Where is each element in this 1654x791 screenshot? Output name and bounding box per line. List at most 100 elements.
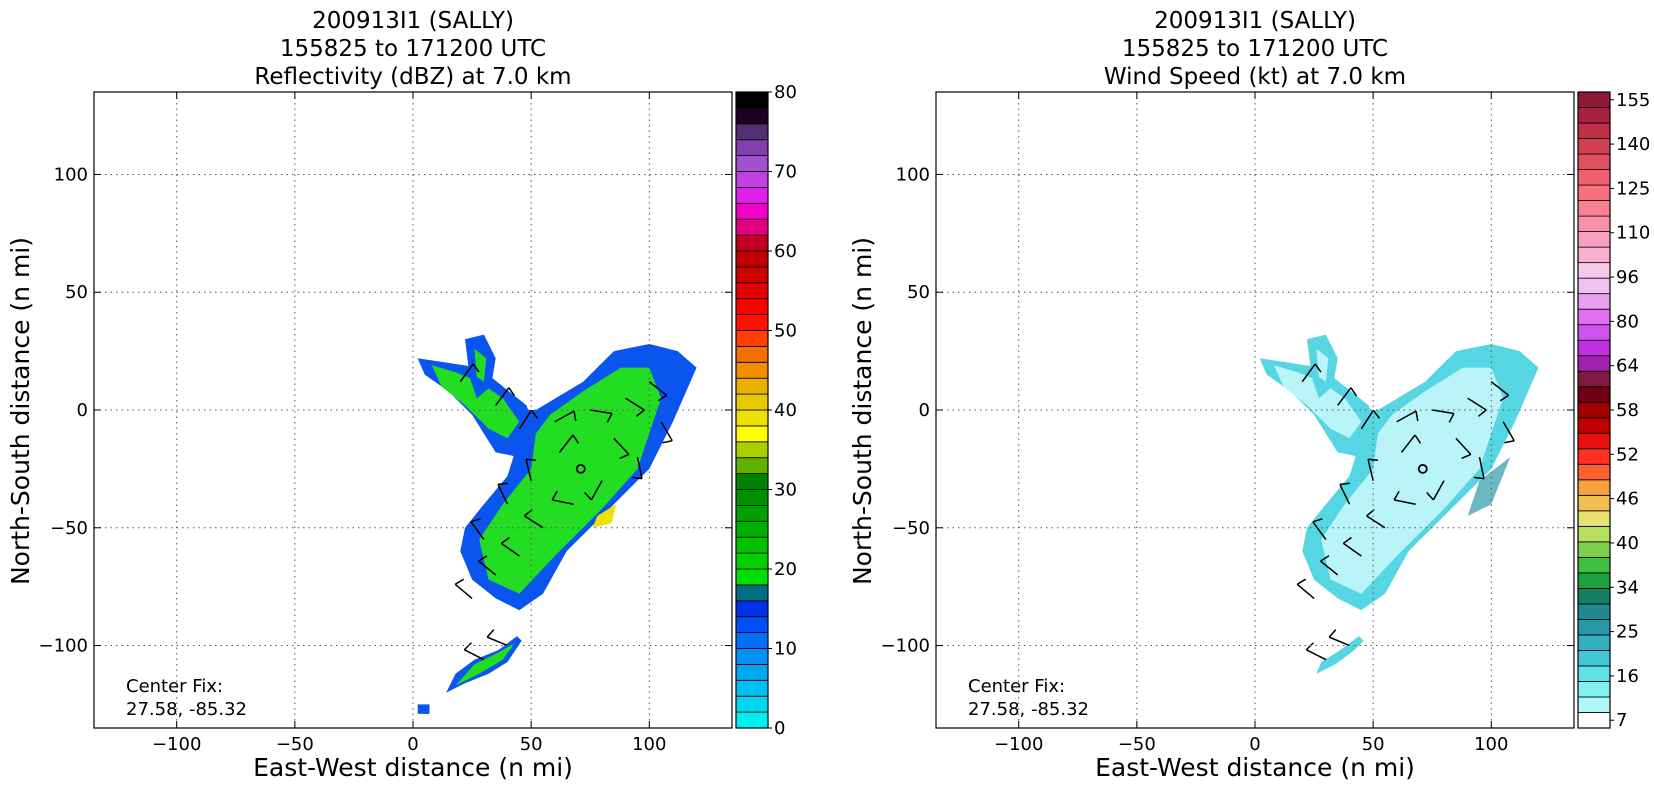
wind-barb-staff [636, 456, 643, 479]
x-tick-label: −50 [276, 734, 314, 755]
wind-speed-title-line-2: 155825 to 171200 UTC [1122, 36, 1388, 62]
colorbar-tick-label: 34 [1616, 577, 1639, 598]
wind-barb-staff [470, 521, 485, 540]
wind-barb-flag [478, 555, 488, 562]
y-tick-label: 100 [54, 164, 88, 185]
center-fix-marker [1417, 463, 1428, 474]
x-tick-label: −50 [1118, 734, 1156, 755]
echo-core-north-arm [474, 348, 487, 382]
plot-frame [93, 91, 733, 729]
wind-barb-staff [454, 583, 473, 600]
wind-barb-flag [500, 536, 510, 544]
wind-barb-staff [1305, 649, 1327, 661]
wind-barb-staff [1342, 542, 1362, 557]
wind-barb-staff [1396, 410, 1417, 423]
wind-barb-staff [500, 542, 520, 557]
colorbar-segment [1577, 479, 1611, 496]
wind-barb-staff [625, 397, 645, 411]
colorbar-segment [735, 377, 769, 395]
colorbar-segment [735, 123, 769, 141]
wind-barb-flag [662, 440, 673, 444]
colorbar-segment [735, 314, 769, 331]
wind-barb-staff [1432, 409, 1455, 415]
colorbar-segment [1577, 556, 1611, 574]
wind-barb-flag [606, 413, 613, 423]
colorbar-segment [735, 186, 769, 204]
wind-barb-staff [613, 437, 630, 455]
wind-barb-staff [478, 560, 497, 576]
colorbar-segment [735, 504, 769, 522]
colorbar-segment [735, 648, 769, 665]
wind-speed-y-axis-label: North-South distance (n mi) [848, 237, 877, 585]
wind-barb-flag [1305, 642, 1314, 651]
x-tick-label: 100 [632, 734, 666, 755]
colorbar-segment [1577, 572, 1611, 589]
echo-core-main-band [479, 367, 662, 594]
center-fix-marker [575, 463, 586, 474]
colorbar-segment [1577, 619, 1611, 636]
y-tick-label: 100 [896, 164, 930, 185]
wind-speed-title-line-1: 200913I1 (SALLY) [1154, 8, 1356, 34]
colorbar-segment [1577, 231, 1611, 248]
colorbar-segment [1577, 463, 1611, 481]
wind-barb-flag [572, 434, 580, 444]
wind-barb-flag [463, 642, 472, 651]
wind-barb-staff [590, 480, 603, 501]
colorbar-tick-label: 50 [774, 321, 797, 342]
y-tick-label: 50 [907, 282, 930, 303]
colorbar-segment [1577, 122, 1611, 139]
colorbar-segment [1577, 370, 1611, 388]
wind-barb-flag [530, 409, 539, 419]
wind-barb-flag [497, 482, 508, 486]
wind-barb-flag [1312, 518, 1323, 523]
wind-barb-flag [1367, 458, 1379, 461]
wind-barb-staff [497, 484, 509, 505]
wind-barb-flag [1461, 453, 1472, 460]
colorbar-segment [735, 234, 769, 252]
wind-barb-flag [525, 458, 537, 461]
colorbar-tick-label: 25 [1616, 622, 1639, 643]
wind-barb-staff [1366, 515, 1386, 529]
wind-barb-staff [1467, 397, 1487, 411]
wind-barb-staff [459, 363, 474, 383]
colorbar-tick-label: 20 [774, 559, 797, 580]
x-tick-label: −100 [994, 734, 1043, 755]
colorbar-tick-label: 16 [1616, 666, 1639, 687]
reflectivity-center-fix-label: Center Fix: [126, 676, 223, 697]
reflectivity-y-axis-label: North-South distance (n mi) [6, 237, 35, 585]
echo-core-northwest-arm [431, 365, 520, 439]
colorbar-tick-label: 58 [1616, 400, 1639, 421]
wind-barb-flag [1320, 555, 1330, 562]
colorbar-tick-label: 0 [774, 718, 785, 739]
colorbar-segment [1577, 200, 1611, 217]
wind-barb-staff [554, 410, 575, 423]
colorbar-segment [735, 489, 769, 506]
reflectivity-panel: 200913I1 (SALLY) 155825 to 171200 UTC Re… [6, 8, 797, 782]
colorbar-tick-label: 40 [1616, 533, 1639, 554]
wind-barb-flag [619, 453, 630, 460]
wind-barb-staff [1360, 410, 1374, 430]
wind-barb-staff [1312, 521, 1327, 540]
wind-barb-staff [1393, 499, 1416, 505]
stronger-wind-patch [1467, 433, 1520, 516]
y-tick-label: 50 [65, 282, 88, 303]
wind-barb-staff [558, 434, 574, 453]
colorbar-segment [735, 345, 769, 363]
wind-barb-staff [525, 459, 532, 481]
echo-core-northwest-arm [1273, 365, 1362, 439]
wind-barb-flag [472, 363, 480, 373]
reflectivity-title-line-3: Reflectivity (dBZ) at 7.0 km [254, 64, 571, 90]
colorbar-tick-label: 7 [1616, 710, 1627, 731]
colorbar-segment [735, 536, 769, 554]
wind-barb-flag [631, 476, 643, 480]
colorbar-segment [735, 250, 769, 268]
wind-barb-staff [463, 649, 485, 661]
reflectivity-x-axis-label: East-West distance (n mi) [253, 753, 573, 782]
colorbar-segment [1577, 138, 1611, 155]
colorbar-tick-label: 96 [1616, 267, 1639, 288]
y-tick-label: −50 [892, 518, 930, 539]
colorbar-tick-label: 46 [1616, 489, 1639, 510]
wind-speed-title-line-3: Wind Speed (kt) at 7.0 km [1104, 64, 1406, 90]
wind-barb-flag [1314, 363, 1322, 373]
x-tick-label: 0 [1249, 734, 1260, 755]
